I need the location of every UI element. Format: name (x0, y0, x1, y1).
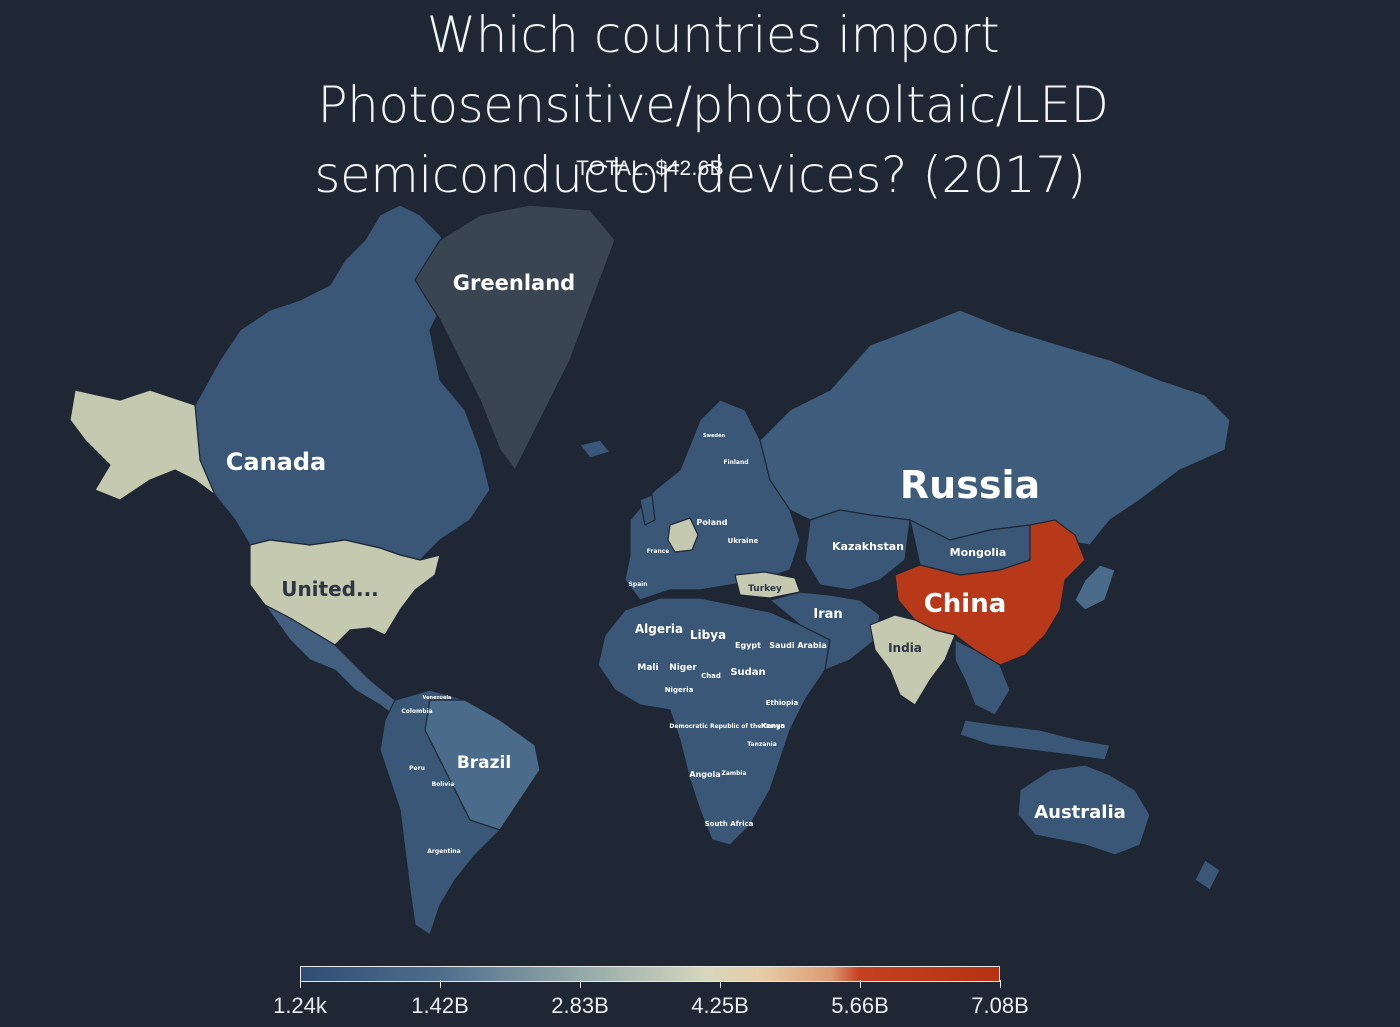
country-new-zealand[interactable] (1194, 859, 1221, 891)
legend-tick (1000, 980, 1001, 988)
legend-label-2: 1.42B (411, 993, 469, 1018)
country-labels: Russia Canada Greenland United... Brazil… (226, 271, 1126, 855)
label-chad: Chad (701, 672, 721, 680)
landmasses (69, 204, 1231, 936)
label-brazil: Brazil (457, 753, 511, 773)
country-alaska[interactable] (69, 389, 216, 501)
label-egypt: Egypt (735, 641, 761, 650)
legend-label-6: 7.08B (971, 993, 1029, 1018)
label-sweden: Sweden (703, 433, 726, 439)
legend-label-1: 1.24k (273, 993, 327, 1018)
title-line-2: semiconductor devices? (2017) (314, 146, 1086, 204)
total-label: TOTAL: $42.6B (576, 157, 724, 180)
label-turkey: Turkey (748, 584, 782, 594)
label-poland: Poland (697, 518, 728, 527)
region-southeast-asia[interactable] (954, 639, 1011, 716)
label-bolivia: Bolivia (432, 781, 455, 788)
label-sudan: Sudan (730, 667, 765, 678)
legend-tick (440, 980, 441, 988)
legend-color-bar (300, 966, 1000, 982)
country-india[interactable] (869, 614, 956, 706)
legend-label-4: 4.25B (691, 993, 749, 1018)
country-russia[interactable] (759, 309, 1231, 546)
label-mongolia: Mongolia (950, 546, 1007, 559)
label-libya: Libya (690, 628, 726, 642)
country-japan[interactable] (1074, 564, 1116, 611)
label-argentina: Argentina (427, 848, 460, 855)
country-germany[interactable] (667, 517, 699, 553)
label-australia: Australia (1034, 802, 1126, 823)
region-europe[interactable] (624, 399, 801, 601)
label-spain: Spain (629, 581, 648, 588)
legend-label-5: 5.66B (831, 993, 889, 1018)
label-zambia: Zambia (721, 770, 746, 777)
label-russia: Russia (900, 463, 1040, 507)
label-saudi-arabia: Saudi Arabia (769, 641, 827, 650)
country-kazakhstan[interactable] (804, 509, 911, 591)
legend-tick (720, 980, 721, 988)
label-france: France (647, 548, 670, 555)
label-greenland: Greenland (453, 271, 575, 295)
label-united-states: United... (281, 577, 379, 601)
legend-tick (860, 980, 861, 988)
label-kazakhstan: Kazakhstan (832, 540, 904, 553)
label-india: India (888, 641, 922, 655)
label-south-africa: South Africa (705, 820, 754, 828)
country-iceland[interactable] (579, 439, 611, 459)
label-finland: Finland (723, 459, 748, 466)
label-china: China (924, 589, 1007, 619)
region-africa[interactable] (597, 597, 831, 846)
label-iran: Iran (813, 607, 842, 622)
country-indonesia[interactable] (959, 719, 1111, 761)
label-niger: Niger (669, 663, 697, 673)
title-line-1: Which countries import Photosensitive/ph… (317, 6, 1109, 134)
label-mali: Mali (637, 663, 658, 673)
label-venezuela: Venezuela (423, 695, 452, 701)
label-drc: Democratic Republic of the Congo (669, 723, 784, 730)
label-canada: Canada (226, 448, 326, 476)
label-algeria: Algeria (635, 622, 683, 636)
country-brazil[interactable] (424, 699, 541, 831)
country-united-kingdom[interactable] (639, 494, 656, 526)
label-colombia: Colombia (401, 708, 432, 715)
country-australia[interactable] (1017, 764, 1151, 856)
label-tanzania: Tanzania (747, 741, 777, 748)
label-ethiopia: Ethiopia (766, 699, 799, 707)
label-ukraine: Ukraine (728, 537, 759, 545)
country-greenland[interactable] (414, 204, 616, 471)
legend-label-3: 2.83B (551, 993, 609, 1018)
legend-tick (300, 980, 301, 988)
map-title: Which countries import Photosensitive/ph… (0, 0, 1400, 210)
label-nigeria: Nigeria (665, 686, 694, 694)
legend-tick (580, 980, 581, 988)
label-kenya: Kenya (761, 722, 786, 730)
label-peru: Peru (409, 765, 425, 772)
label-angola: Angola (689, 770, 720, 779)
